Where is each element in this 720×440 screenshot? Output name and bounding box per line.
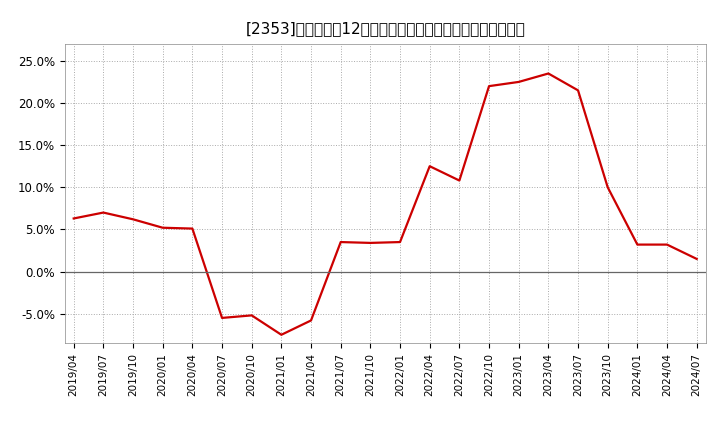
Title: [2353]　売上高の12か月移動合計の対前年同期増減率の推移: [2353] 売上高の12か月移動合計の対前年同期増減率の推移 [246, 21, 525, 36]
